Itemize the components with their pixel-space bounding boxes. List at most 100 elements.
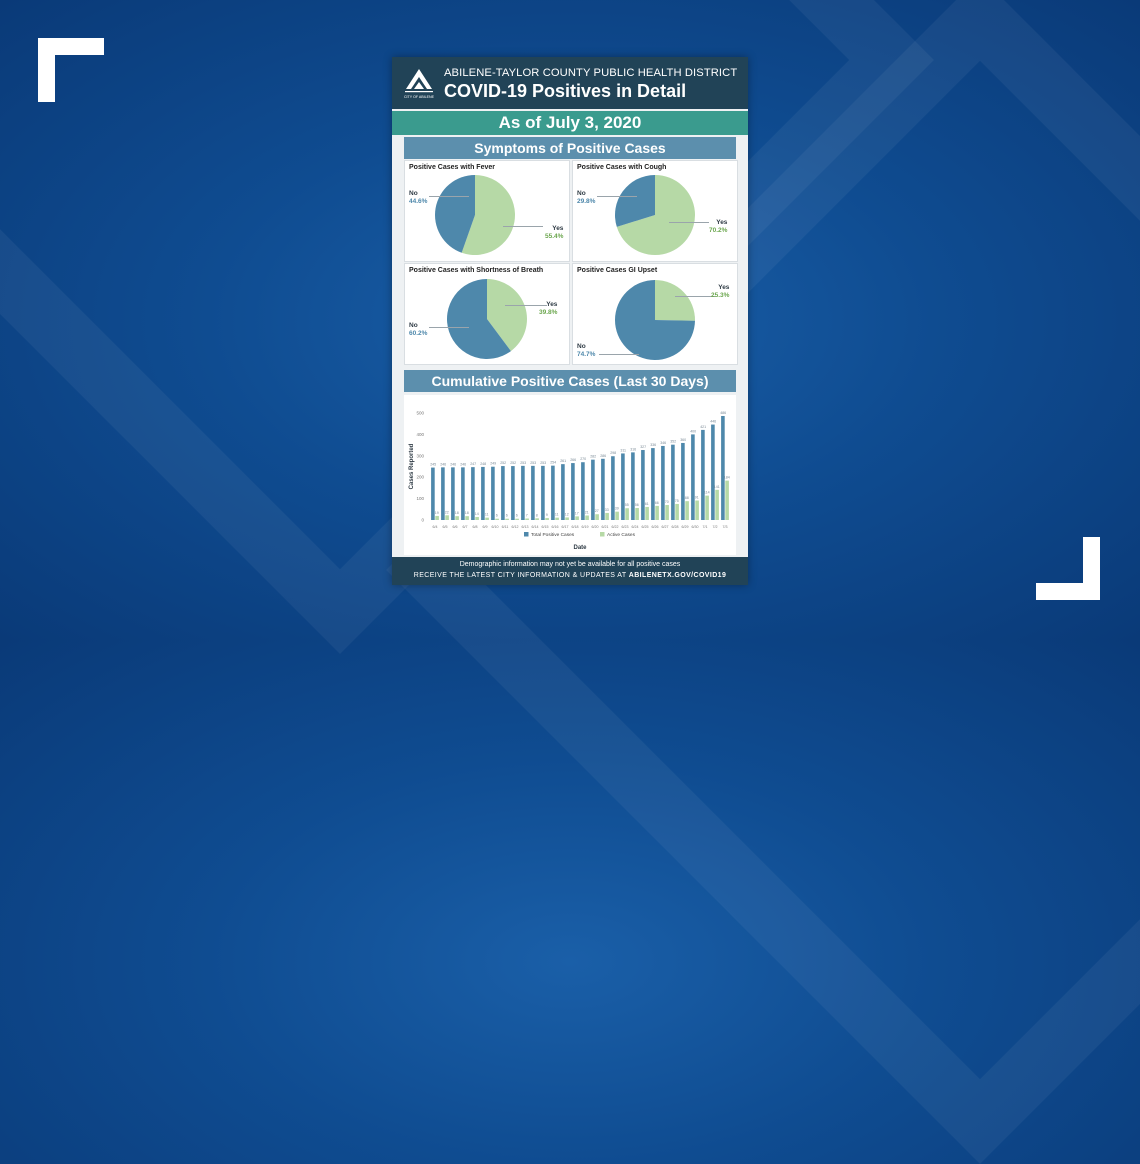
bar-total-positive bbox=[591, 459, 595, 520]
bar-value-label: 18 bbox=[455, 511, 459, 515]
x-tick-label: 6/24 bbox=[632, 525, 639, 529]
x-tick-label: 6/11 bbox=[502, 525, 509, 529]
bar-value-label: 114 bbox=[704, 491, 710, 495]
bar-value-label: 8 bbox=[536, 513, 538, 517]
pie-card-gi-upset: Positive Cases GI Upset Yes 25.3% No 74.7% bbox=[572, 263, 738, 365]
bar-active-cases bbox=[475, 517, 479, 520]
legend-label: Active Cases bbox=[607, 532, 636, 538]
bar-value-label: 352 bbox=[670, 440, 676, 444]
bar-value-label: 22 bbox=[445, 510, 449, 514]
bar-value-label: 249 bbox=[490, 462, 496, 466]
bar-value-label: 39 bbox=[615, 507, 619, 511]
bar-total-positive bbox=[701, 429, 705, 520]
bar-total-positive bbox=[541, 465, 545, 520]
leader-line bbox=[675, 296, 715, 297]
pie-title: Positive Cases with Shortness of Breath bbox=[409, 267, 544, 274]
bar-total-positive bbox=[431, 467, 435, 520]
bar-value-label: 6 bbox=[496, 514, 498, 518]
bar-value-label: 252 bbox=[500, 461, 506, 465]
x-tick-label: 6/5 bbox=[443, 525, 448, 529]
legend-swatch bbox=[524, 532, 529, 537]
x-tick-label: 6/19 bbox=[582, 525, 589, 529]
pie-chart-shortness-of-breath bbox=[447, 279, 527, 359]
pie-label-yes: Yes 70.2% bbox=[709, 219, 728, 234]
bar-total-positive bbox=[581, 462, 585, 520]
pie-label-no: No 29.8% bbox=[577, 190, 596, 205]
x-axis-label: Date bbox=[573, 545, 587, 551]
x-tick-label: 6/12 bbox=[512, 525, 519, 529]
footer-note: Demographic information may not yet be a… bbox=[459, 561, 681, 568]
bar-total-positive bbox=[571, 463, 575, 520]
bar-active-cases bbox=[635, 508, 639, 520]
y-tick-label: 200 bbox=[416, 475, 424, 480]
bar-value-label: 17 bbox=[575, 511, 579, 515]
date-label: As of July 3, 2020 bbox=[392, 111, 748, 135]
y-tick-label: 500 bbox=[416, 411, 424, 416]
leader-line bbox=[597, 196, 637, 197]
bar-value-label: 33 bbox=[605, 508, 609, 512]
bar-active-cases bbox=[565, 517, 569, 520]
x-tick-label: 6/22 bbox=[612, 525, 619, 529]
pie-slice-no bbox=[615, 280, 695, 360]
x-tick-label: 6/10 bbox=[492, 525, 499, 529]
bar-value-label: 70 bbox=[665, 500, 669, 504]
bar-value-label: 311 bbox=[620, 448, 626, 452]
pie-chart-gi-upset bbox=[615, 280, 695, 360]
bar-value-label: 14 bbox=[475, 512, 479, 516]
pie-label-no: No 74.7% bbox=[577, 343, 596, 358]
pie-slice-no bbox=[615, 175, 655, 227]
leader-line bbox=[599, 354, 639, 355]
legend-swatch bbox=[600, 532, 605, 537]
bar-value-label: 261 bbox=[560, 459, 566, 463]
bar-value-label: 400 bbox=[690, 429, 696, 433]
bar-value-label: 7 bbox=[526, 514, 528, 518]
bar-total-positive bbox=[441, 467, 445, 520]
bar-value-label: 298 bbox=[610, 451, 616, 455]
bar-value-label: 446 bbox=[710, 420, 716, 424]
bar-active-cases bbox=[485, 517, 489, 520]
bar-total-positive bbox=[621, 453, 625, 520]
bar-total-positive bbox=[651, 448, 655, 520]
x-tick-label: 7/1 bbox=[703, 525, 708, 529]
leader-line bbox=[503, 226, 543, 227]
bar-active-cases bbox=[655, 505, 659, 520]
bar-value-label: 61 bbox=[645, 502, 649, 506]
bar-value-label: 247 bbox=[470, 462, 476, 466]
pie-slice-yes bbox=[461, 175, 515, 255]
bar-active-cases bbox=[705, 495, 709, 520]
bar-total-positive bbox=[661, 445, 665, 520]
bar-total-positive bbox=[681, 442, 685, 520]
org-name: ABILENE-TAYLOR COUNTY PUBLIC HEALTH DIST… bbox=[444, 67, 738, 79]
pie-slice-yes bbox=[655, 280, 695, 321]
y-tick-label: 100 bbox=[416, 496, 424, 501]
bar-active-cases bbox=[525, 518, 529, 520]
x-tick-label: 6/4 bbox=[433, 525, 438, 529]
footer-cta-prefix: RECEIVE THE LATEST CITY INFORMATION & UP… bbox=[413, 572, 627, 579]
bar-active-cases bbox=[685, 501, 689, 520]
city-logo: CITY OF ABILENE bbox=[404, 69, 435, 99]
x-tick-label: 6/29 bbox=[682, 525, 689, 529]
footer-cta-link[interactable]: ABILENETX.GOV/COVID19 bbox=[628, 572, 727, 579]
x-tick-label: 6/21 bbox=[602, 525, 609, 529]
bar-active-cases bbox=[615, 511, 619, 520]
bar-value-label: 19 bbox=[435, 511, 439, 515]
pie-label-no: No 60.2% bbox=[409, 322, 428, 337]
x-tick-label: 6/16 bbox=[552, 525, 559, 529]
bar-value-label: 486 bbox=[720, 411, 726, 415]
bar-active-cases bbox=[645, 506, 649, 520]
poster-footer: Demographic information may not yet be a… bbox=[392, 557, 748, 585]
x-tick-label: 6/8 bbox=[473, 525, 478, 529]
cumulative-heading: Cumulative Positive Cases (Last 30 Days) bbox=[404, 370, 736, 392]
y-tick-label: 400 bbox=[416, 432, 424, 437]
bar-value-label: 253 bbox=[540, 461, 546, 465]
bar-value-label: 6 bbox=[516, 514, 518, 518]
bar-value-label: 91 bbox=[695, 496, 699, 500]
bar-value-label: 56 bbox=[635, 503, 639, 507]
bar-value-label: 12 bbox=[565, 512, 569, 516]
bar-value-label: 6 bbox=[506, 514, 508, 518]
bar-value-label: 18 bbox=[465, 511, 469, 515]
infographic-poster: CITY OF ABILENE ABILENE-TAYLOR COUNTY PU… bbox=[392, 57, 748, 585]
bar-value-label: 253 bbox=[530, 461, 536, 465]
x-tick-label: 6/15 bbox=[542, 525, 549, 529]
pie-title: Positive Cases GI Upset bbox=[577, 267, 658, 274]
